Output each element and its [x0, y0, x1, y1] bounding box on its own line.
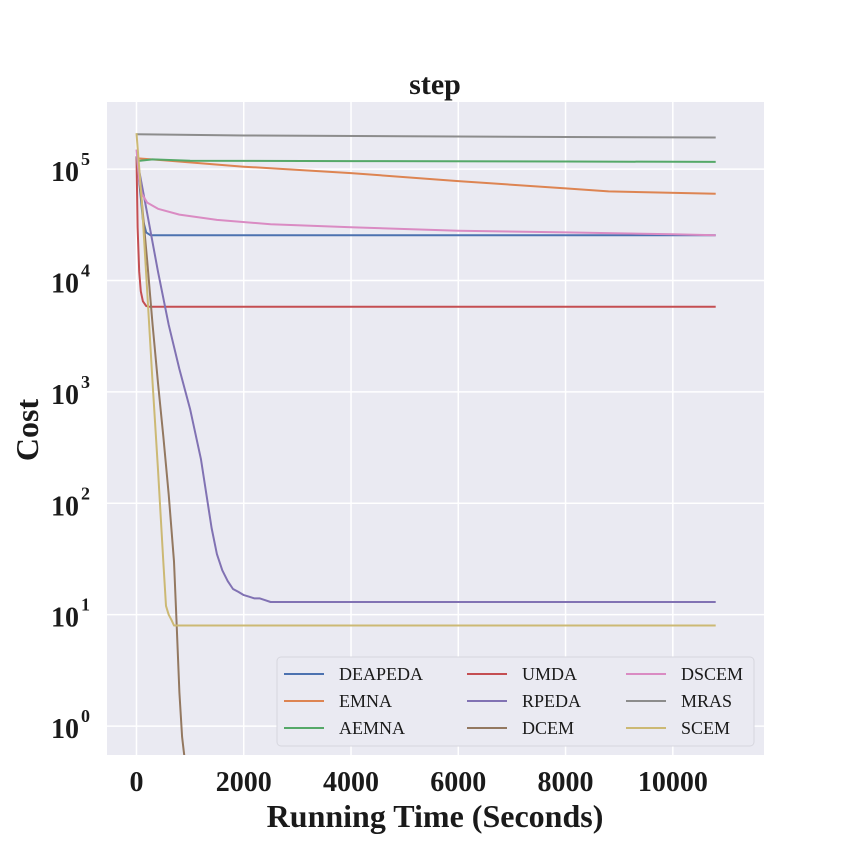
x-tick-label: 0 — [129, 767, 143, 798]
legend-label: UMDA — [522, 664, 577, 684]
y-tick-exponent: 1 — [81, 595, 90, 615]
y-tick-label: 10 — [51, 603, 79, 634]
legend: DEAPEDA EMNA AEMNA UMDA RPEDA DCEM DSCEM MRAS SC… — [276, 656, 755, 747]
y-tick-label: 10 — [51, 714, 79, 745]
legend-label: DCEM — [522, 718, 574, 738]
x-tick-label: 2000 — [216, 767, 272, 798]
y-tick-label: 10 — [51, 268, 79, 299]
series-line-dcem — [135, 156, 186, 755]
y-tick-label: 10 — [51, 157, 79, 188]
legend-label: RPEDA — [522, 691, 581, 711]
y-tick-label: 10 — [51, 380, 79, 411]
series-line-aemna — [136, 158, 716, 163]
series-line-rpeda — [135, 156, 716, 603]
grid-lines — [107, 102, 764, 755]
legend-label: DSCEM — [681, 664, 743, 684]
legend-frame — [276, 656, 755, 747]
y-tick-exponent: 3 — [81, 372, 90, 392]
x-tick-label: 4000 — [323, 767, 379, 798]
x-tick-label: 8000 — [538, 767, 594, 798]
y-tick-exponent: 0 — [81, 706, 90, 726]
x-tick-labels: 0 2000 4000 6000 8000 10000 — [129, 767, 707, 798]
series-line-umda — [135, 156, 716, 308]
x-axis-label: Running Time (Seconds) — [267, 798, 604, 834]
x-tick-label: 6000 — [430, 767, 486, 798]
legend-label: SCEM — [681, 718, 730, 738]
legend-label: MRAS — [681, 691, 732, 711]
y-tick-exponent: 2 — [81, 483, 90, 503]
plot-background — [107, 102, 764, 755]
chart-title: step — [409, 68, 461, 101]
legend-label: DEAPEDA — [339, 664, 423, 684]
series-line-emna — [136, 157, 716, 195]
y-tick-exponent: 5 — [81, 149, 90, 169]
y-tick-exponent: 4 — [81, 260, 90, 280]
series-line-scem — [135, 133, 716, 627]
y-axis-label: Cost — [9, 399, 45, 462]
series-line-mras — [136, 133, 716, 139]
legend-label: EMNA — [339, 691, 392, 711]
legend-label: AEMNA — [339, 718, 405, 738]
x-tick-label: 10000 — [638, 767, 708, 798]
y-tick-label: 10 — [51, 491, 79, 522]
series-lines — [135, 133, 716, 755]
